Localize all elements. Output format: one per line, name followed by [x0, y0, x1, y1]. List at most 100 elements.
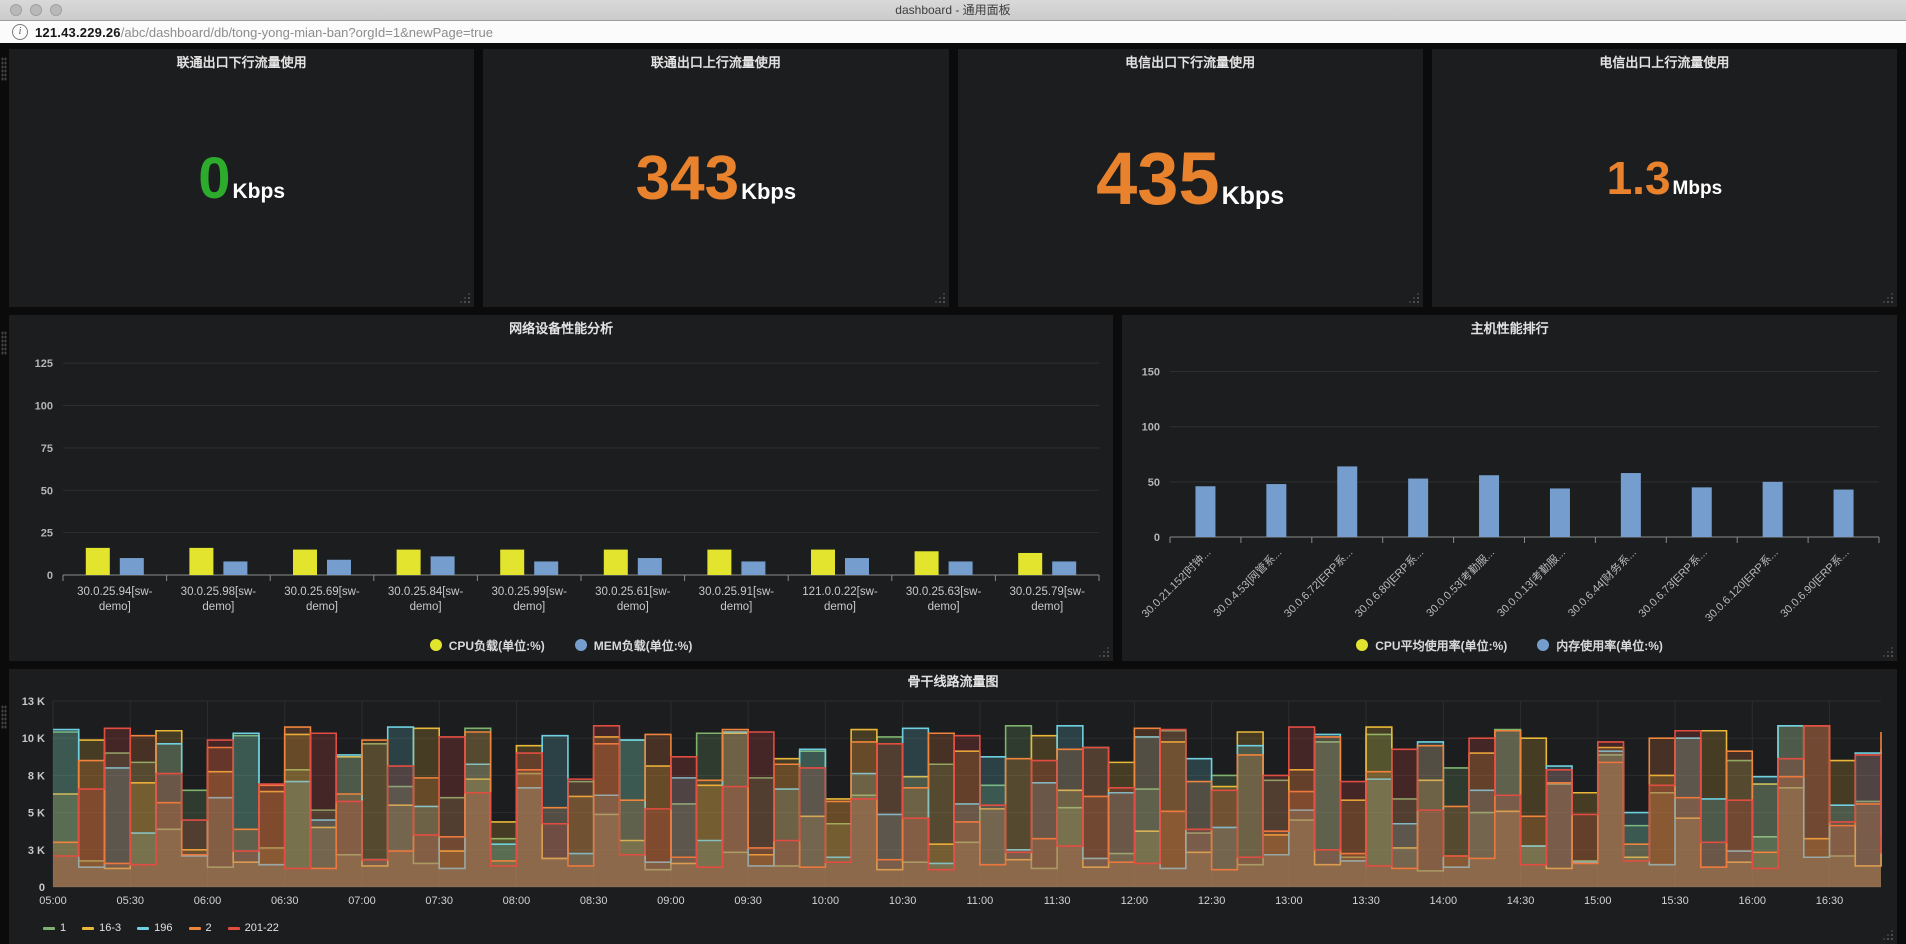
- panel-title[interactable]: 电信出口上行流量使用: [1599, 55, 1730, 70]
- svg-text:0: 0: [39, 882, 45, 894]
- svg-text:30.0.25.99[sw-: 30.0.25.99[sw-: [491, 586, 567, 598]
- svg-text:10 K: 10 K: [22, 733, 45, 745]
- svg-text:8 K: 8 K: [28, 770, 45, 782]
- legend-item[interactable]: 内存使用率(单位:%): [1537, 637, 1663, 654]
- panel-resize-grip[interactable]: [1416, 301, 1419, 303]
- svg-text:5 K: 5 K: [28, 808, 45, 820]
- svg-text:13:00: 13:00: [1275, 895, 1303, 907]
- svg-text:10:00: 10:00: [812, 895, 840, 907]
- stat-number: 0: [198, 145, 231, 211]
- row-drag-handle[interactable]: [1, 331, 7, 355]
- svg-text:demo]: demo]: [617, 601, 649, 613]
- svg-text:08:00: 08:00: [503, 895, 531, 907]
- legend-item[interactable]: 201-22: [227, 922, 279, 934]
- network-device-performance-panel: 网络设备性能分析 0 25 50 75 100 125 30.0.25.94[sw-demo…: [9, 315, 1114, 661]
- grafana-dashboard: 联通出口下行流量使用 0 Kbps 联通出口上行流量使用 343 Kbps 电信…: [0, 43, 1906, 944]
- chart-legend: 1 16-3 196 2 201-22: [9, 915, 1897, 941]
- stat-number: 1.3: [1606, 152, 1671, 204]
- svg-text:demo]: demo]: [824, 601, 856, 613]
- legend-item[interactable]: 16-3: [82, 922, 121, 934]
- panel-title[interactable]: 骨干线路流量图: [907, 674, 999, 689]
- close-window-button[interactable]: [10, 4, 22, 16]
- svg-text:50: 50: [1148, 477, 1160, 489]
- stat-value: 343 Kbps: [636, 143, 796, 214]
- svg-text:demo]: demo]: [1031, 601, 1063, 613]
- svg-text:30.0.6.73[ERP系...: 30.0.6.73[ERP系...: [1636, 546, 1710, 620]
- panel-resize-grip[interactable]: [1107, 655, 1110, 657]
- panel-title[interactable]: 网络设备性能分析: [509, 321, 614, 336]
- window-titlebar: dashboard - 通用面板: [0, 0, 1906, 21]
- window-controls: [10, 4, 62, 16]
- stat-value: 435 Kbps: [1096, 136, 1284, 221]
- row-drag-handle[interactable]: [1, 705, 7, 729]
- svg-text:30.0.25.61[sw-: 30.0.25.61[sw-: [595, 586, 671, 598]
- browser-address-bar[interactable]: i 121.43.229.26 /abc/dashboard/db/tong-y…: [0, 21, 1906, 44]
- svg-text:30.0.25.98[sw-: 30.0.25.98[sw-: [181, 586, 257, 598]
- legend-item[interactable]: 2: [188, 922, 212, 934]
- svg-text:11:30: 11:30: [1044, 895, 1071, 907]
- svg-text:05:00: 05:00: [39, 895, 67, 907]
- legend-swatch-icon: [429, 639, 442, 651]
- svg-text:15:00: 15:00: [1584, 895, 1612, 907]
- legend-swatch-icon: [43, 926, 55, 930]
- svg-text:demo]: demo]: [306, 601, 338, 613]
- panel-title[interactable]: 联通出口上行流量使用: [650, 55, 781, 70]
- svg-text:30.0.25.84[sw-: 30.0.25.84[sw-: [388, 586, 464, 598]
- svg-text:30.0.25.91[sw-: 30.0.25.91[sw-: [699, 586, 775, 598]
- legend-label: 内存使用率(单位:%): [1556, 638, 1663, 653]
- stat-number: 435: [1096, 136, 1220, 220]
- legend-label: CPU负载(单位:%): [448, 638, 545, 653]
- svg-text:12:00: 12:00: [1121, 895, 1149, 907]
- legend-item[interactable]: 196: [137, 922, 173, 934]
- svg-text:3 K: 3 K: [28, 845, 45, 857]
- panel-resize-grip[interactable]: [942, 301, 945, 303]
- svg-text:121.0.0.22[sw-: 121.0.0.22[sw-: [802, 586, 878, 598]
- stat-panel-unicom-up: 联通出口上行流量使用 343 Kbps: [483, 49, 949, 307]
- stat-unit: Kbps: [741, 178, 797, 204]
- panel-resize-grip[interactable]: [468, 301, 471, 303]
- legend-label: 16-3: [99, 922, 122, 934]
- panel-title[interactable]: 电信出口下行流量使用: [1125, 55, 1256, 70]
- legend-item[interactable]: MEM负载(单位:%): [574, 637, 692, 654]
- svg-text:0: 0: [47, 570, 53, 582]
- stat-row: 联通出口下行流量使用 0 Kbps 联通出口上行流量使用 343 Kbps 电信…: [9, 49, 1897, 307]
- panel-title[interactable]: 主机性能排行: [1470, 321, 1549, 336]
- panel-resize-grip[interactable]: [1891, 938, 1893, 940]
- svg-text:30.0.6.80[ERP系...: 30.0.6.80[ERP系...: [1352, 546, 1426, 620]
- legend-swatch-icon: [82, 926, 95, 930]
- svg-text:100: 100: [1142, 422, 1160, 434]
- svg-text:demo]: demo]: [928, 601, 960, 613]
- svg-text:09:30: 09:30: [734, 895, 762, 907]
- panel-title[interactable]: 联通出口下行流量使用: [176, 55, 307, 70]
- maximize-window-button[interactable]: [50, 4, 62, 16]
- svg-text:demo]: demo]: [720, 601, 752, 613]
- legend-item[interactable]: 1: [43, 922, 66, 934]
- panel-resize-grip[interactable]: [1891, 301, 1893, 303]
- minimize-window-button[interactable]: [30, 4, 42, 16]
- chart-legend: CPU平均使用率(单位:%) 内存使用率(单位:%): [1122, 629, 1897, 661]
- row-drag-handle[interactable]: [1, 57, 7, 81]
- step-line-chart: 0 3 K 5 K 8 K 10 K 13 K 05:00 05:30 06:00 06:30 07…: [9, 693, 1897, 915]
- panel-resize-grip[interactable]: [1891, 655, 1893, 657]
- svg-text:30.0.4.53[网管系...: 30.0.4.53[网管系...: [1210, 545, 1284, 619]
- stat-panel-telecom-up: 电信出口上行流量使用 1.3 Mbps: [1431, 49, 1897, 307]
- stat-unit: Mbps: [1672, 178, 1723, 199]
- site-info-icon[interactable]: i: [12, 24, 28, 40]
- stat-unit: Kbps: [1221, 181, 1285, 210]
- legend-label: 196: [154, 922, 173, 934]
- stat-number: 343: [635, 143, 740, 213]
- svg-text:30.0.6.44[财务系...: 30.0.6.44[财务系...: [1565, 545, 1639, 619]
- svg-text:150: 150: [1142, 367, 1160, 379]
- legend-label: 2: [205, 922, 212, 934]
- svg-text:30.0.25.79[sw-: 30.0.25.79[sw-: [1009, 586, 1085, 598]
- legend-item[interactable]: CPU平均使用率(单位:%): [1356, 637, 1507, 654]
- legend-swatch-icon: [188, 926, 201, 930]
- svg-text:30.0.6.120[ERP系...: 30.0.6.120[ERP系...: [1703, 546, 1781, 624]
- svg-text:16:00: 16:00: [1739, 895, 1767, 907]
- svg-text:75: 75: [41, 443, 53, 455]
- svg-text:09:00: 09:00: [657, 895, 685, 907]
- svg-text:50: 50: [41, 485, 53, 497]
- legend-label: CPU平均使用率(单位:%): [1375, 638, 1508, 653]
- legend-swatch-icon: [1356, 639, 1369, 651]
- legend-item[interactable]: CPU负载(单位:%): [429, 637, 545, 654]
